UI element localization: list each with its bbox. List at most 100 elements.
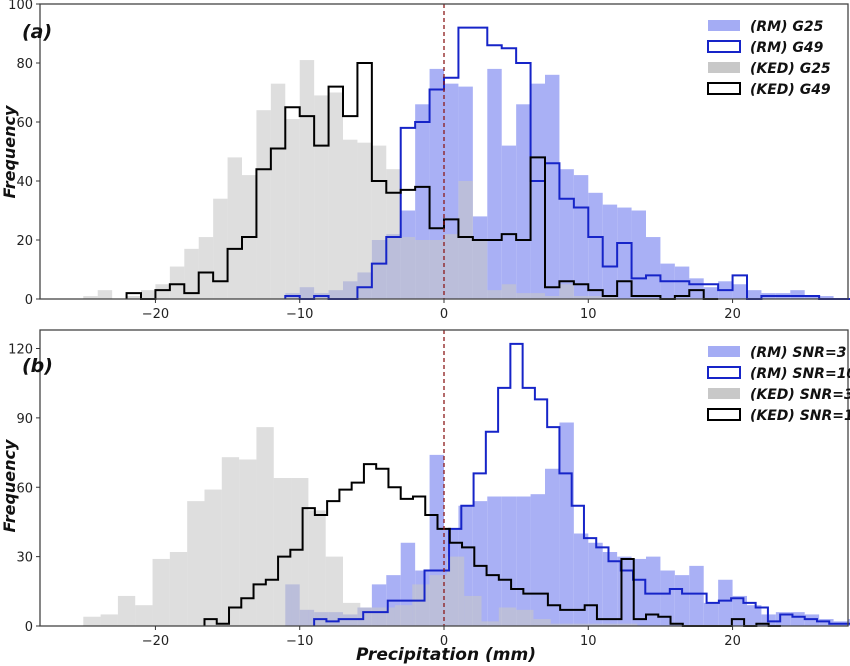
- panel-a-bar-s0-24: [631, 210, 646, 299]
- panel-b-bar-s0-14: [487, 496, 502, 626]
- panel-b-bar-s0-23: [617, 556, 632, 626]
- panel-a-bar-s0-31: [732, 284, 747, 299]
- panel-b-x-tick-label: −20: [142, 634, 169, 649]
- panel-b-legend-swatch-0: [708, 346, 740, 357]
- panel-a-bar-s2-19: [357, 142, 372, 299]
- panel-b-y-axis-title: Frequency: [0, 439, 19, 532]
- panel-b-bar-s2-14: [325, 556, 343, 626]
- panel-a-x-tick-label: 20: [724, 307, 741, 322]
- panel-b-y-tick-label: 120: [8, 343, 33, 358]
- panel-a-bar-s2-29: [501, 284, 517, 299]
- panel-a-bar-s2-8: [198, 237, 214, 299]
- panel-b-bar-s2-12: [291, 478, 309, 626]
- panel-b-bar-s2-20: [429, 575, 447, 626]
- panel-a-y-tick-label: 60: [16, 116, 33, 131]
- panel-b-legend-swatch-1: [707, 366, 741, 379]
- panel-a-bar-s0-28: [689, 278, 704, 299]
- panel-a-bar-s0-29: [703, 287, 719, 299]
- panel-b-bar-s2-9: [239, 459, 257, 626]
- panel-b-steps: [203, 342, 850, 627]
- panel-b-bar-s2-13: [308, 510, 326, 626]
- panel-b-y-tick-label: 30: [16, 551, 33, 566]
- x-axis-title: Precipitation (mm): [356, 645, 536, 665]
- panel-a-bar-s2-20: [371, 145, 387, 299]
- panel-b-bar-s2-1: [100, 614, 118, 626]
- panel-b-legend: (RM) SNR=3 (RM) SNR=10 (KED) SNR=3 (KED) SN…: [707, 345, 850, 424]
- panel-a-y-tick-label: 40: [16, 175, 33, 190]
- panel-a-bar-s2-4: [141, 290, 156, 299]
- panel-b-x-tick-label: 0: [440, 634, 448, 649]
- panel-b-bar-s0-22: [602, 552, 618, 626]
- panel-b-bar-s2-30: [602, 623, 621, 626]
- panel-b-bar-s2-7: [204, 489, 222, 626]
- panel-a-bar-s2-13: [270, 83, 286, 300]
- panel-b-bar-s0-24: [631, 558, 646, 626]
- panel-b-bar-s2-0: [83, 616, 101, 626]
- panel-b-bar-s0-21: [588, 542, 603, 626]
- panel-a-legend-label-0: (RM) G25: [750, 19, 824, 35]
- panel-b-bar-s0-36: [804, 614, 820, 626]
- panel-a-bar-s2-31: [530, 293, 545, 299]
- panel-a-bar-s2-21: [386, 169, 401, 299]
- panel-b-x-tick-label: −10: [286, 634, 313, 649]
- panel-a-bar-s2-30: [516, 293, 531, 299]
- panel-a-bar-s2-36: [602, 296, 618, 299]
- panel-b-y-tick-label: 60: [16, 481, 33, 496]
- panel-a-legend-swatch-0: [708, 20, 740, 31]
- panel-a-legend-swatch-3: [707, 82, 741, 95]
- panel-b-step-line-s3: [203, 463, 781, 627]
- panel-a-bar-s0-21: [588, 192, 603, 299]
- panel-b-x-ticks: −20 −10 0 10 20: [142, 626, 741, 649]
- panel-a-bar-s2-23: [415, 240, 430, 299]
- panel-b-bar-s2-5: [169, 552, 188, 626]
- panel-b-bar-s0-35: [790, 612, 805, 626]
- panel-b-bar-s2-29: [585, 623, 603, 626]
- panel-a-steps: [125, 26, 850, 300]
- panel-b-bar-s0-18: [545, 468, 560, 626]
- panel-b-bar-s2-26: [533, 619, 551, 626]
- panel-a-bar-s2-15: [299, 60, 315, 299]
- panel-a-step-line-s1: [284, 26, 850, 300]
- panel-b-bar-s2-17: [377, 607, 395, 626]
- panel-a-bar-s2-27: [472, 240, 488, 299]
- panel-b-bar-s0-17: [530, 494, 545, 626]
- panel-a-bar-s0-20: [573, 175, 589, 299]
- panel-b-bar-s0-19: [559, 422, 574, 626]
- panel-b-bar-s0-32: [747, 605, 762, 626]
- panel-a-bar-s0-35: [790, 290, 805, 299]
- panel-a-bar-s0-23: [617, 207, 632, 299]
- panel-b-bar-s0-28: [689, 565, 704, 626]
- panel-a-legend-label-2: (KED) G25: [750, 61, 831, 77]
- panel-b-bar-s0-13: [472, 501, 488, 626]
- panel-b-bar-s2-27: [550, 623, 569, 626]
- panel-a-bar-s2-10: [227, 157, 242, 299]
- panel-a-bar-s2-9: [213, 198, 228, 299]
- panel-a-label: (a): [22, 21, 52, 43]
- panel-a-bar-s0-16: [516, 104, 531, 299]
- panel-a-y-axis-title: Frequency: [0, 105, 19, 198]
- panel-a-bar-s2-24: [429, 240, 444, 299]
- panel-a-bar-s2-0: [83, 296, 98, 299]
- panel-a-bar-s0-22: [602, 204, 618, 299]
- panel-a-x-tick-label: −10: [286, 307, 313, 322]
- panel-a-x-tick-label: 0: [440, 307, 448, 322]
- panel-a-bar-s2-14: [285, 119, 300, 299]
- panel-b-bar-s2-31: [620, 623, 638, 626]
- panel-b-bar-s0-26: [660, 570, 675, 626]
- panel-a-y-ticks: 0 20 40 60 80 100: [8, 0, 40, 308]
- panel-b-bar-s2-2: [117, 595, 136, 626]
- panel-b-label: (b): [22, 355, 53, 377]
- panel-a-bar-s0-15: [501, 145, 517, 299]
- panel-b-legend-label-3: (KED) SNR=10: [750, 408, 850, 424]
- panel-a-bar-s2-34: [573, 296, 589, 299]
- panel-a-y-tick-label: 80: [16, 57, 33, 72]
- panel-b-bar-s0-29: [703, 602, 719, 626]
- panel-b-bars: [83, 422, 850, 626]
- panel-b-bar-s2-18: [394, 605, 413, 626]
- panel-b-bar-s0-27: [674, 575, 690, 626]
- panel-a-bar-s0-32: [747, 290, 762, 299]
- panel-b-bar-s2-4: [152, 558, 170, 626]
- panel-a-bar-s2-35: [588, 296, 603, 299]
- panel-b-bar-s2-15: [343, 602, 361, 626]
- panel-a-y-tick-label: 0: [25, 293, 33, 308]
